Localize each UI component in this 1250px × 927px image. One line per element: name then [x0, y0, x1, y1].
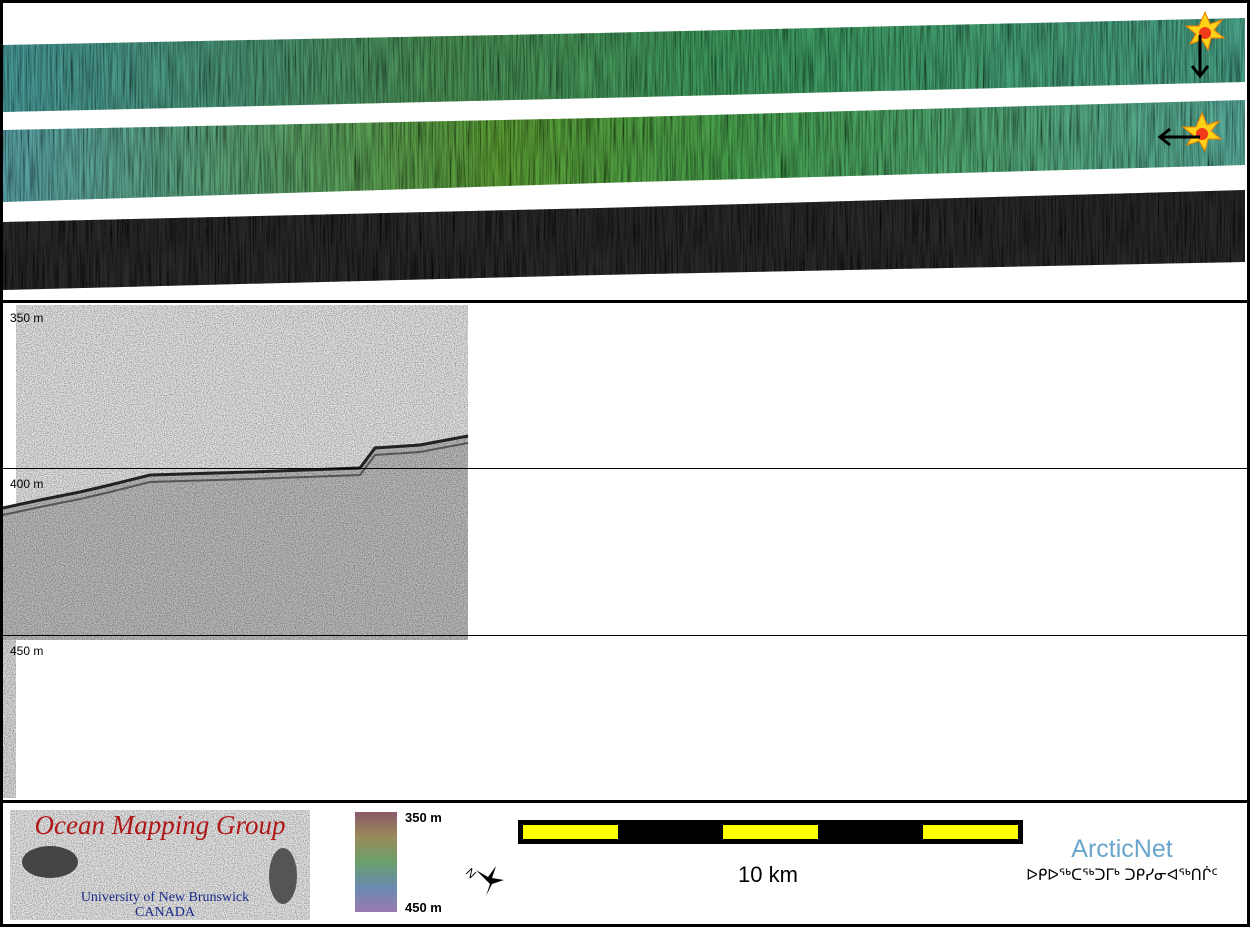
colorbar-label: 350 m — [405, 810, 442, 825]
seabed-echo — [2, 434, 469, 510]
subbottom — [3, 436, 468, 640]
colorbar — [355, 812, 397, 912]
scale-label: 10 km — [738, 862, 798, 887]
legend: Ocean Mapping Group University of New Br… — [10, 810, 1218, 920]
logo-title: Ocean Mapping Group — [35, 810, 286, 840]
depth-label: 350 m — [10, 311, 43, 325]
logo-vehicle — [22, 846, 78, 878]
swath-panel — [3, 10, 1245, 290]
swath-strip — [3, 100, 1245, 202]
swath-strip — [3, 18, 1245, 112]
compass-label: N — [463, 865, 479, 881]
logo-country: CANADA — [135, 905, 196, 920]
colorbar-label: 450 m — [405, 900, 442, 915]
logo-vehicle — [269, 848, 297, 904]
compass: N — [463, 865, 504, 896]
scale-bar — [518, 820, 1023, 844]
ship-marker — [1157, 111, 1223, 153]
logo-university: University of New Brunswick — [81, 890, 249, 905]
profile-image — [3, 640, 16, 798]
backscatter-strip — [3, 190, 1245, 290]
profile-panel: 350 m 400 m 450 m — [2, 305, 1247, 798]
ship-marker — [1184, 10, 1226, 79]
depth-label: 450 m — [10, 644, 43, 658]
sponsor-name: ArcticNet — [1071, 835, 1172, 863]
depth-label: 400 m — [10, 477, 43, 491]
sponsor-syllabics: ᐅᑭᐅᖅᑕᖅᑐᒥᒃ ᑐᑭᓯᓂᐊᖅᑎᒌᑦ — [1026, 866, 1217, 884]
seabed-echo — [2, 442, 469, 516]
